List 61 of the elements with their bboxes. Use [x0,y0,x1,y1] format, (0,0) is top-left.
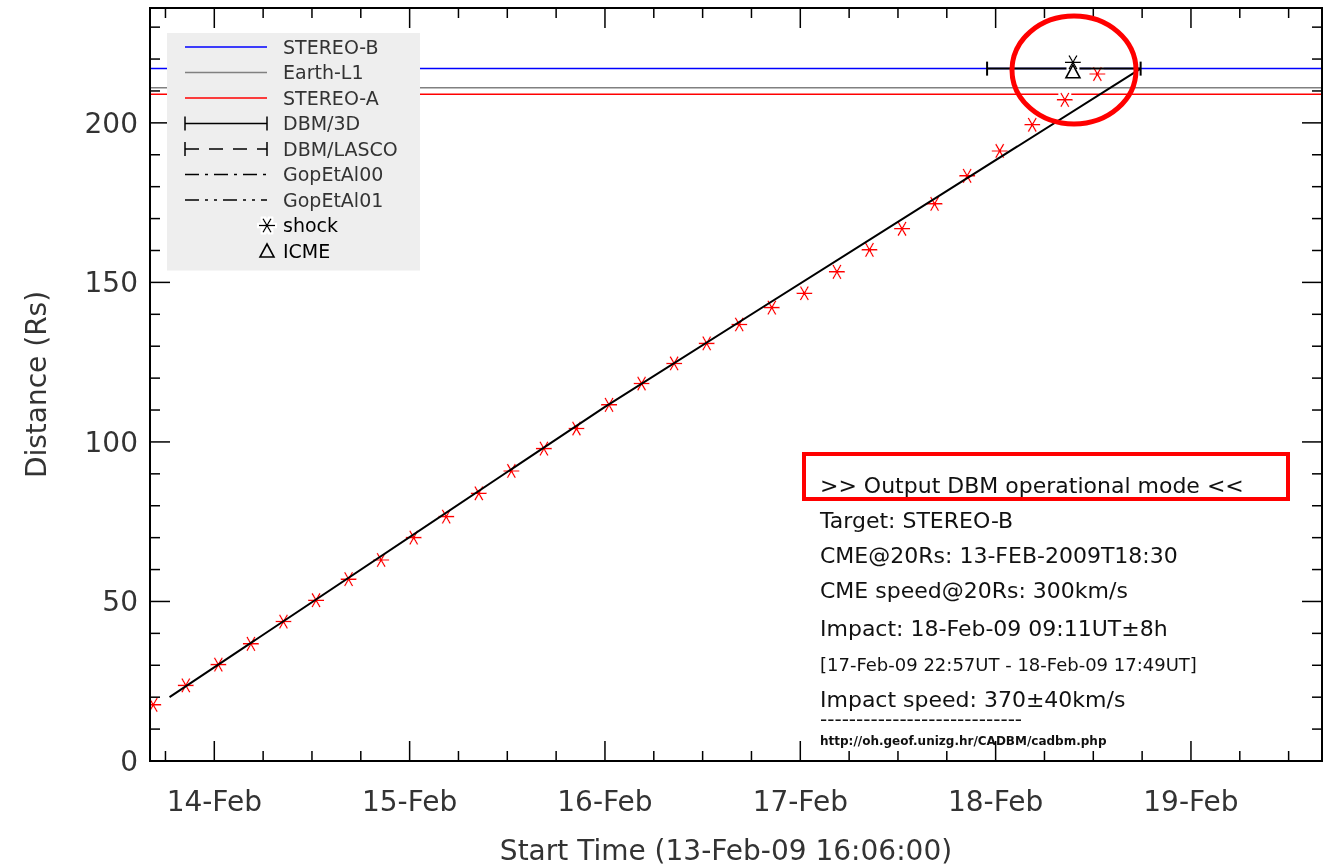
y-axis-title: Distance (Rs) [20,290,53,479]
legend-label: ICME [283,239,331,262]
legend-label: Earth-L1 [283,61,364,84]
point [177,677,195,694]
point [1065,64,1081,79]
point [307,592,325,608]
x-tick-label: 14-Feb [166,785,262,818]
point [828,264,846,280]
legend-label: GopEtAl01 [283,188,384,211]
point [502,463,521,479]
annotation: [17-Feb-09 22:57UT - 18-Feb-09 17:49UT] [820,654,1197,675]
annotation: Impact: 18-Feb-09 09:11UT±8h [820,616,1168,641]
y-tick-label: 100 [84,425,138,459]
point [437,508,456,525]
point [632,375,651,392]
x-tick-label: 17-Feb [752,785,848,818]
point [730,316,749,333]
point [1064,54,1082,70]
point [893,221,911,237]
annotation: CME@20Rs: 13-FEB-2009T18:30 [820,543,1178,568]
annotation: >> Output DBM operational mode << [820,473,1244,498]
point [925,196,944,212]
x-tick-label: 15-Feb [361,785,458,818]
point [1023,117,1042,133]
point [1088,66,1107,82]
y-tick-label: 150 [84,266,138,300]
y-tick-label: 0 [120,744,138,778]
legend-label: DBM/LASCO [283,137,398,160]
point [600,397,618,413]
annotation: Target: STEREO-B [819,508,1014,533]
point [665,355,683,372]
x-tick-label: 18-Feb [947,785,1044,818]
x-tick-label: 16-Feb [557,785,653,818]
point [1056,92,1074,108]
point [209,656,228,673]
point [795,285,814,302]
point [958,168,976,184]
point [697,335,716,352]
x-axis-title: Start Time (13-Feb-09 16:06:00) [499,834,953,866]
point [372,552,390,568]
annotation: CME speed@20Rs: 300km/s [820,578,1128,603]
point [274,613,293,630]
point [763,299,781,316]
point [860,242,879,258]
point [404,529,423,546]
point [470,485,488,502]
point [339,571,358,587]
legend-label: shock [283,214,339,237]
annotation: Impact speed: 370±40km/s [820,687,1126,712]
legend-label: STEREO-A [283,86,379,109]
point [242,636,260,652]
point [535,440,553,457]
legend-label: GopEtAl00 [283,163,384,186]
legend-label: DBM/3D [283,112,361,135]
point [990,143,1009,159]
legend-label: STEREO-B [283,35,379,58]
y-tick-label: 200 [84,106,138,140]
y-tick-label: 50 [102,585,138,619]
x-tick-label: 19-Feb [1143,785,1239,818]
annotation: http://oh.geof.unizg.hr/CADBM/cadbm.php [820,734,1107,748]
point [567,420,586,437]
